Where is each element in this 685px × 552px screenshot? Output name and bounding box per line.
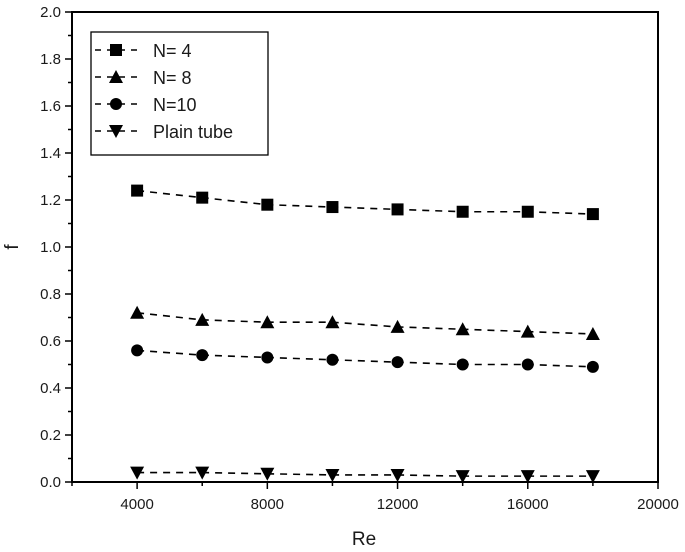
triangle-down-marker-icon: [130, 466, 145, 480]
triangle-up-marker-icon: [390, 319, 405, 333]
series-line: [137, 312, 593, 335]
legend: N= 4 N= 8 N=10 Plain tube: [90, 31, 269, 156]
y-tick-label: 0.8: [40, 286, 61, 303]
y-tick-label: 0.4: [40, 380, 61, 397]
triangle-up-marker-icon: [130, 305, 145, 319]
y-axis-title: f: [2, 244, 23, 250]
square-marker-icon: [131, 184, 144, 197]
x-axis: 4000 8000 12000 16000 20000: [71, 482, 679, 513]
legend-item: Plain tube: [95, 122, 233, 142]
x-tick-label: 8000: [251, 496, 284, 513]
triangle-down-marker-icon: [109, 125, 123, 138]
square-marker-icon: [456, 205, 469, 218]
triangle-up-marker-icon: [325, 315, 340, 329]
circle-marker-icon: [196, 349, 209, 362]
x-axis-title: Re: [352, 529, 376, 550]
square-marker-icon: [196, 191, 209, 204]
y-tick-label: 1.6: [40, 98, 61, 115]
square-marker-icon: [391, 203, 404, 216]
series-line: [137, 471, 593, 477]
legend-item: N=10: [95, 95, 197, 115]
circle-marker-icon: [131, 344, 144, 357]
triangle-down-marker-icon: [390, 468, 405, 482]
legend-label: N= 4: [153, 41, 192, 61]
triangle-down-marker-icon: [260, 467, 275, 481]
x-tick-label: 4000: [120, 496, 153, 513]
data-series: [130, 184, 600, 484]
square-marker-icon: [586, 208, 599, 221]
legend-item: N= 8: [95, 68, 192, 88]
y-tick-label: 1.0: [40, 239, 61, 256]
y-tick-label: 0.0: [40, 474, 61, 491]
circle-marker-icon: [110, 98, 122, 110]
series-line: [137, 189, 593, 215]
triangle-down-marker-icon: [585, 470, 600, 484]
series-plain-tube: [130, 466, 600, 484]
y-axis: 0.0 0.2 0.4 0.6 0.8 1.0 1.2 1.4 1.6 1.8 2.0: [40, 4, 72, 491]
legend-label: Plain tube: [153, 122, 233, 142]
triangle-down-marker-icon: [455, 470, 470, 484]
circle-marker-icon: [456, 358, 469, 371]
triangle-up-marker-icon: [109, 70, 123, 83]
y-tick-label: 1.2: [40, 192, 61, 209]
y-tick-label: 0.6: [40, 333, 61, 350]
y-tick-label: 0.2: [40, 427, 61, 444]
legend-label: N= 8: [153, 68, 192, 88]
series-line: [137, 349, 593, 368]
series-n-8: [130, 305, 600, 340]
circle-marker-icon: [586, 360, 599, 373]
square-marker-icon: [110, 44, 122, 56]
triangle-down-marker-icon: [195, 466, 210, 480]
square-marker-icon: [326, 201, 339, 214]
circle-marker-icon: [521, 358, 534, 371]
circle-marker-icon: [326, 353, 339, 366]
circle-marker-icon: [391, 356, 404, 369]
triangle-up-marker-icon: [260, 315, 275, 329]
circle-marker-icon: [261, 351, 274, 364]
triangle-down-marker-icon: [520, 470, 535, 484]
x-tick-label: 12000: [377, 496, 419, 513]
legend-item: N= 4: [95, 41, 192, 61]
x-tick-label: 16000: [507, 496, 549, 513]
triangle-up-marker-icon: [585, 326, 600, 340]
series-n-10: [131, 344, 599, 373]
triangle-down-marker-icon: [325, 468, 340, 482]
square-marker-icon: [521, 205, 534, 218]
triangle-up-marker-icon: [520, 324, 535, 338]
y-tick-label: 1.8: [40, 51, 61, 68]
triangle-up-marker-icon: [455, 322, 470, 336]
x-tick-label: 20000: [637, 496, 679, 513]
series-n-4: [131, 184, 599, 221]
square-marker-icon: [261, 198, 274, 211]
legend-label: N=10: [153, 95, 197, 115]
y-tick-label: 1.4: [40, 145, 61, 162]
y-tick-label: 2.0: [40, 4, 61, 21]
triangle-up-marker-icon: [195, 312, 210, 326]
